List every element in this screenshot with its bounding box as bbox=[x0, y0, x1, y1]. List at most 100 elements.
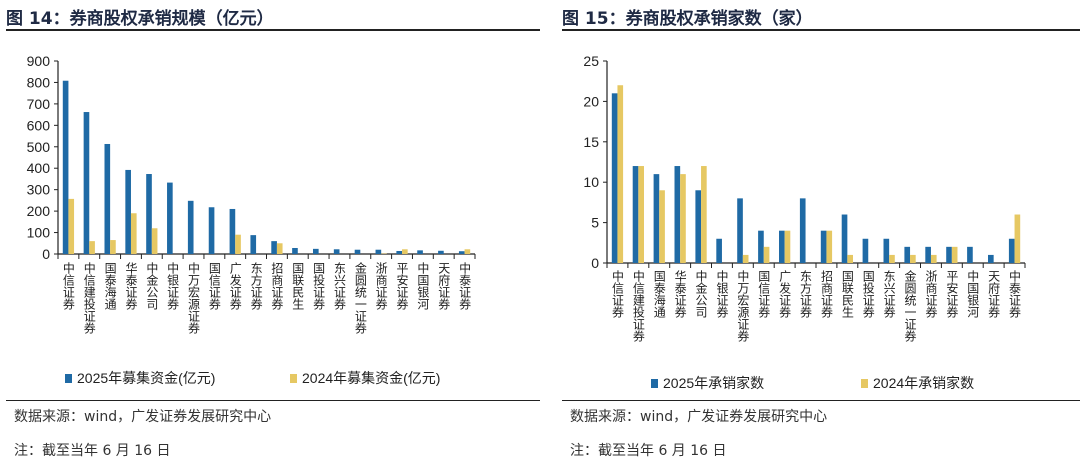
bar-2025 bbox=[292, 247, 298, 254]
y-tick-label: 800 bbox=[27, 74, 51, 90]
x-category-label: 中泰证券 bbox=[1008, 269, 1022, 318]
footnote: 注：截至当年 6 月 16 日 bbox=[570, 443, 727, 459]
bar-2025 bbox=[883, 238, 890, 263]
x-category-label: 天府证券 bbox=[987, 270, 1001, 318]
x-category-label: 华泰证券 bbox=[673, 270, 687, 318]
bar-2024 bbox=[402, 249, 408, 254]
data-source: 数据来源：wind，广发证券发展研究中心 bbox=[14, 409, 272, 425]
bar-2024 bbox=[784, 230, 791, 263]
x-category-label: 华泰证券 bbox=[124, 262, 138, 310]
x-category-label: 平安证券 bbox=[395, 262, 409, 310]
bar-2024 bbox=[826, 230, 833, 263]
bar-2024 bbox=[110, 240, 116, 254]
x-category-label: 国泰海通 bbox=[103, 262, 117, 310]
x-category-label: 中泰证券 bbox=[458, 261, 472, 310]
x-category-label: 中国银河 bbox=[416, 261, 430, 310]
y-tick-label: 15 bbox=[583, 134, 599, 150]
bar-2024 bbox=[742, 254, 749, 263]
x-category-label: 广发证券 bbox=[778, 270, 792, 318]
x-category-label: 中信证券 bbox=[61, 261, 75, 310]
x-category-label: 国投证券 bbox=[312, 262, 326, 310]
y-tick-label: 5 bbox=[591, 215, 599, 231]
bar-2024 bbox=[889, 254, 895, 263]
bar-2024 bbox=[930, 254, 937, 263]
y-tick-label: 500 bbox=[27, 139, 51, 155]
y-tick-label: 0 bbox=[591, 255, 599, 271]
bar-chart-underwriting-count: 0 5 10 15 20 25 中信证券 中信建投证券 国泰海通 华泰证券 中金公司 中银证券 中万宏源… bbox=[583, 53, 1026, 391]
legend-label: 2024年募集资金(亿元) bbox=[302, 370, 440, 386]
footnote: 注：截至当年 6 月 16 日 bbox=[14, 443, 171, 459]
x-category-label: 浙商证券 bbox=[374, 262, 388, 310]
x-category-label: 国信证券 bbox=[757, 270, 771, 318]
data-source: 数据来源：wind，广发证券发展研究中心 bbox=[570, 409, 828, 425]
bar-2025 bbox=[632, 166, 639, 263]
x-category-label: 东兴证券 bbox=[882, 270, 896, 318]
bar-2024 bbox=[910, 254, 916, 263]
title-divider bbox=[562, 29, 1080, 31]
x-category-label: 中信建投证券 bbox=[82, 261, 96, 334]
footer-divider bbox=[562, 400, 1080, 401]
x-category-label: 招商证券 bbox=[819, 270, 833, 318]
bar-2024 bbox=[151, 228, 158, 254]
bar-2025 bbox=[83, 112, 90, 254]
x-category-label: 中金公司 bbox=[145, 261, 159, 310]
y-tick-label: 200 bbox=[27, 203, 51, 219]
bar-2024 bbox=[276, 243, 283, 254]
bar-2025 bbox=[695, 190, 702, 263]
y-tick-label: 400 bbox=[27, 160, 51, 176]
bar-2025 bbox=[333, 249, 340, 254]
bar-2025 bbox=[904, 246, 911, 263]
bar-2024 bbox=[763, 246, 770, 263]
bar-2025 bbox=[271, 241, 277, 254]
x-category-label: 国信证券 bbox=[207, 262, 221, 310]
bar-2025 bbox=[187, 200, 194, 254]
x-category-label: 国联民生 bbox=[291, 262, 305, 310]
chart-panel-14: 图 14：券商股权承销规模（亿元） 0 100 200 300 400 500 600 700… bbox=[6, 9, 540, 459]
bar-2024 bbox=[951, 246, 958, 263]
bar-2025 bbox=[375, 249, 382, 254]
x-category-label: 浙商证券 bbox=[924, 270, 938, 318]
x-category-label: 国联民生 bbox=[840, 270, 854, 318]
x-category-label: 金圆统一证券 bbox=[353, 261, 367, 334]
bar-2025 bbox=[779, 230, 785, 263]
bar-2024 bbox=[130, 213, 137, 254]
y-tick-label: 600 bbox=[27, 117, 51, 133]
y-tick-label: 25 bbox=[583, 53, 599, 69]
footer-divider bbox=[6, 400, 540, 401]
bar-2025 bbox=[841, 214, 848, 263]
y-tick-label: 0 bbox=[42, 246, 50, 262]
y-tick-label: 20 bbox=[583, 93, 599, 109]
bar-2025 bbox=[862, 238, 869, 263]
legend-label: 2025年承销家数 bbox=[663, 375, 764, 391]
x-category-label: 中国银河 bbox=[966, 269, 980, 318]
bar-2024 bbox=[617, 85, 624, 264]
x-category-label: 东方证券 bbox=[249, 262, 263, 310]
legend-label: 2025年募集资金(亿元) bbox=[77, 370, 215, 386]
bar-2024 bbox=[1014, 214, 1021, 263]
bar-2024 bbox=[89, 241, 95, 254]
bar-2025 bbox=[354, 249, 361, 254]
chart-title: 图 14：券商股权承销规模（亿元） bbox=[6, 9, 274, 29]
x-category-label: 中金公司 bbox=[694, 269, 708, 318]
y-tick-label: 900 bbox=[27, 53, 51, 69]
x-category-label: 国投证券 bbox=[861, 270, 875, 318]
legend-swatch-2024 bbox=[861, 379, 868, 388]
x-category-label: 广发证券 bbox=[228, 262, 242, 310]
bar-2025 bbox=[146, 174, 152, 254]
legend-swatch-2025 bbox=[651, 379, 658, 388]
bar-2025 bbox=[62, 80, 69, 255]
y-tick-label: 10 bbox=[583, 174, 599, 190]
bar-2024 bbox=[464, 249, 471, 254]
bar-2025 bbox=[104, 143, 111, 254]
bar-2024 bbox=[701, 166, 707, 263]
bar-2025 bbox=[758, 230, 764, 263]
bar-2025 bbox=[716, 238, 722, 263]
chart-panel-15: 图 15：券商股权承销家数（家） 0 5 10 15 20 25 中信证券 中信建投证券 国泰海… bbox=[556, 0, 1080, 464]
bar-2025 bbox=[167, 182, 173, 254]
bar-chart-underwriting-amount: 0 100 200 300 400 500 600 700 800 900 中信证券 中信建投证券 国泰… bbox=[27, 53, 476, 386]
bar-2025 bbox=[799, 198, 806, 263]
bar-2025 bbox=[946, 246, 952, 263]
bar-2025 bbox=[396, 250, 403, 254]
bar-2025 bbox=[312, 248, 319, 254]
bar-2025 bbox=[229, 208, 236, 254]
